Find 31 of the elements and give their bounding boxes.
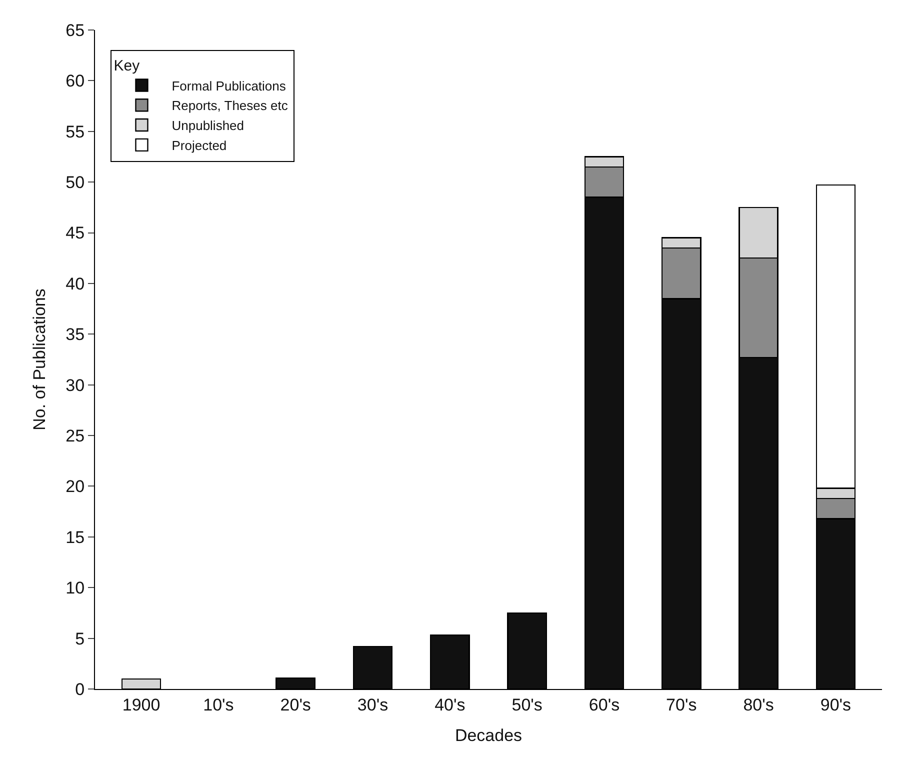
y-tick-label: 55 [66, 122, 85, 142]
x-tick-label: 40's [434, 695, 466, 714]
y-tick-label: 0 [75, 680, 85, 699]
y-tick-label: 50 [66, 173, 85, 192]
y-tick-label: 10 [66, 578, 85, 598]
legend-label: Projected [172, 138, 227, 153]
x-tick-label: 1900 [122, 695, 160, 714]
x-axis-title: Decades [454, 726, 522, 745]
legend-title: Key [114, 57, 140, 74]
y-tick-label: 25 [66, 426, 85, 446]
x-tick-label: 50's [512, 695, 542, 714]
x-tick-label: 10's [203, 695, 234, 714]
x-tick-label: 20's [280, 695, 311, 714]
legend-label: Reports, Theses etc [172, 98, 288, 114]
legend-label: Unpublished [172, 118, 244, 134]
x-tick-label: 90's [820, 695, 852, 714]
x-tick-label: 60's [588, 695, 620, 714]
y-tick-label: 65 [66, 20, 85, 40]
x-tick-label: 80's [743, 695, 774, 714]
legend-label: Formal Publications [172, 78, 286, 94]
y-tick-label: 45 [66, 224, 85, 243]
y-axis-title: No. of Publications [30, 288, 50, 430]
x-tick-label: 70's [666, 695, 697, 714]
y-tick-label: 15 [66, 528, 85, 547]
y-tick-label: 30 [66, 376, 85, 395]
y-tick-label: 5 [75, 629, 85, 648]
y-tick-label: 60 [66, 72, 85, 91]
y-tick-label: 20 [66, 477, 85, 496]
y-tick-label: 35 [66, 325, 85, 344]
x-tick-label: 30's [357, 695, 388, 714]
y-tick-label: 40 [66, 274, 85, 294]
